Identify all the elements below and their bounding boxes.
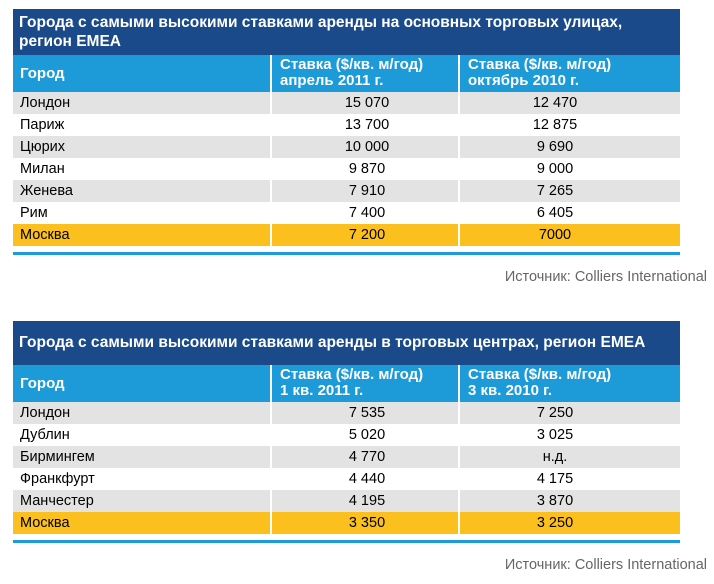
- table-row: Дублин 5 020 3 025: [13, 424, 680, 446]
- header-rate-label: Ставка ($/кв. м/год): [468, 366, 612, 383]
- rate-cell: 7 400: [270, 202, 458, 224]
- table-bottom-border: [13, 540, 680, 543]
- city-cell: Париж: [20, 117, 65, 133]
- table-row: Манчестер 4 195 3 870: [13, 490, 680, 512]
- header-rate-current: Ставка ($/кв. м/год) 1 кв. 2011 г.: [270, 365, 458, 402]
- rate-cell: 7 200: [270, 224, 458, 246]
- rate-cell: 7000: [458, 224, 680, 246]
- city-cell: Дублин: [20, 427, 70, 443]
- city-cell: Москва: [20, 515, 70, 531]
- rate-cell: 7 265: [458, 180, 680, 202]
- rate-cell: 15 070: [270, 92, 458, 114]
- high-street-rents-table: Города с самыми высокими ставками аренды…: [13, 9, 680, 255]
- rate-cell: 12 875: [458, 114, 680, 136]
- table-header-row: Город Ставка ($/кв. м/год) апрель 2011 г…: [13, 55, 680, 92]
- header-rate-label: Ставка ($/кв. м/год): [468, 56, 612, 73]
- table-row: Бирмингем 4 770 н.д.: [13, 446, 680, 468]
- city-cell: Лондон: [20, 95, 71, 111]
- header-city: Город: [20, 374, 65, 392]
- rate-cell: 6 405: [458, 202, 680, 224]
- rate-cell: 3 025: [458, 424, 680, 446]
- header-period: апрель 2011 г.: [280, 72, 384, 89]
- header-period: 1 кв. 2011 г.: [280, 382, 364, 399]
- rate-cell: 3 870: [458, 490, 680, 512]
- table-row: Франкфурт 4 440 4 175: [13, 468, 680, 490]
- city-cell: Рим: [20, 205, 48, 221]
- rate-cell: 13 700: [270, 114, 458, 136]
- rate-cell: 4 175: [458, 468, 680, 490]
- rate-cell: 4 195: [270, 490, 458, 512]
- table-row: Лондон 7 535 7 250: [13, 402, 680, 424]
- table-row: Женева 7 910 7 265: [13, 180, 680, 202]
- rate-cell: н.д.: [458, 446, 680, 468]
- table-row: Рим 7 400 6 405: [13, 202, 680, 224]
- rate-cell: 7 535: [270, 402, 458, 424]
- table-row-highlighted: Москва 7 200 7000: [13, 224, 680, 246]
- city-cell: Милан: [20, 161, 65, 177]
- city-cell: Москва: [20, 227, 70, 243]
- shopping-centre-rents-table: Города с самыми высокими ставками аренды…: [13, 321, 680, 543]
- table-title: Города с самыми высокими ставками аренды…: [13, 321, 680, 365]
- rate-cell: 3 350: [270, 512, 458, 534]
- header-rate-label: Ставка ($/кв. м/год): [280, 56, 424, 73]
- city-cell: Бирмингем: [20, 449, 95, 465]
- header-period: октябрь 2010 г.: [468, 72, 580, 89]
- city-cell: Манчестер: [20, 493, 94, 509]
- rate-cell: 4 440: [270, 468, 458, 490]
- header-rate-previous: Ставка ($/кв. м/год) октябрь 2010 г.: [458, 55, 680, 92]
- table-title: Города с самыми высокими ставками аренды…: [13, 9, 680, 55]
- table-row: Париж 13 700 12 875: [13, 114, 680, 136]
- table-row: Цюрих 10 000 9 690: [13, 136, 680, 158]
- rate-cell: 3 250: [458, 512, 680, 534]
- rate-cell: 7 250: [458, 402, 680, 424]
- header-rate-previous: Ставка ($/кв. м/год) 3 кв. 2010 г.: [458, 365, 680, 402]
- rate-cell: 9 870: [270, 158, 458, 180]
- city-cell: Женева: [20, 183, 73, 199]
- city-cell: Цюрих: [20, 139, 66, 155]
- rate-cell: 12 470: [458, 92, 680, 114]
- rate-cell: 4 770: [270, 446, 458, 468]
- table-row: Лондон 15 070 12 470: [13, 92, 680, 114]
- rate-cell: 9 000: [458, 158, 680, 180]
- rate-cell: 5 020: [270, 424, 458, 446]
- source-note: Источник: Colliers International: [504, 269, 707, 285]
- rate-cell: 9 690: [458, 136, 680, 158]
- table-row-highlighted: Москва 3 350 3 250: [13, 512, 680, 534]
- table-header-row: Город Ставка ($/кв. м/год) 1 кв. 2011 г.…: [13, 365, 680, 402]
- table-row: Милан 9 870 9 000: [13, 158, 680, 180]
- city-cell: Лондон: [20, 405, 71, 421]
- rate-cell: 10 000: [270, 136, 458, 158]
- rate-cell: 7 910: [270, 180, 458, 202]
- header-rate-current: Ставка ($/кв. м/год) апрель 2011 г.: [270, 55, 458, 92]
- city-cell: Франкфурт: [20, 471, 95, 487]
- source-note: Источник: Colliers International: [504, 557, 707, 573]
- header-period: 3 кв. 2010 г.: [468, 382, 553, 399]
- header-rate-label: Ставка ($/кв. м/год): [280, 366, 424, 383]
- table-bottom-border: [13, 252, 680, 255]
- header-city: Город: [20, 64, 65, 82]
